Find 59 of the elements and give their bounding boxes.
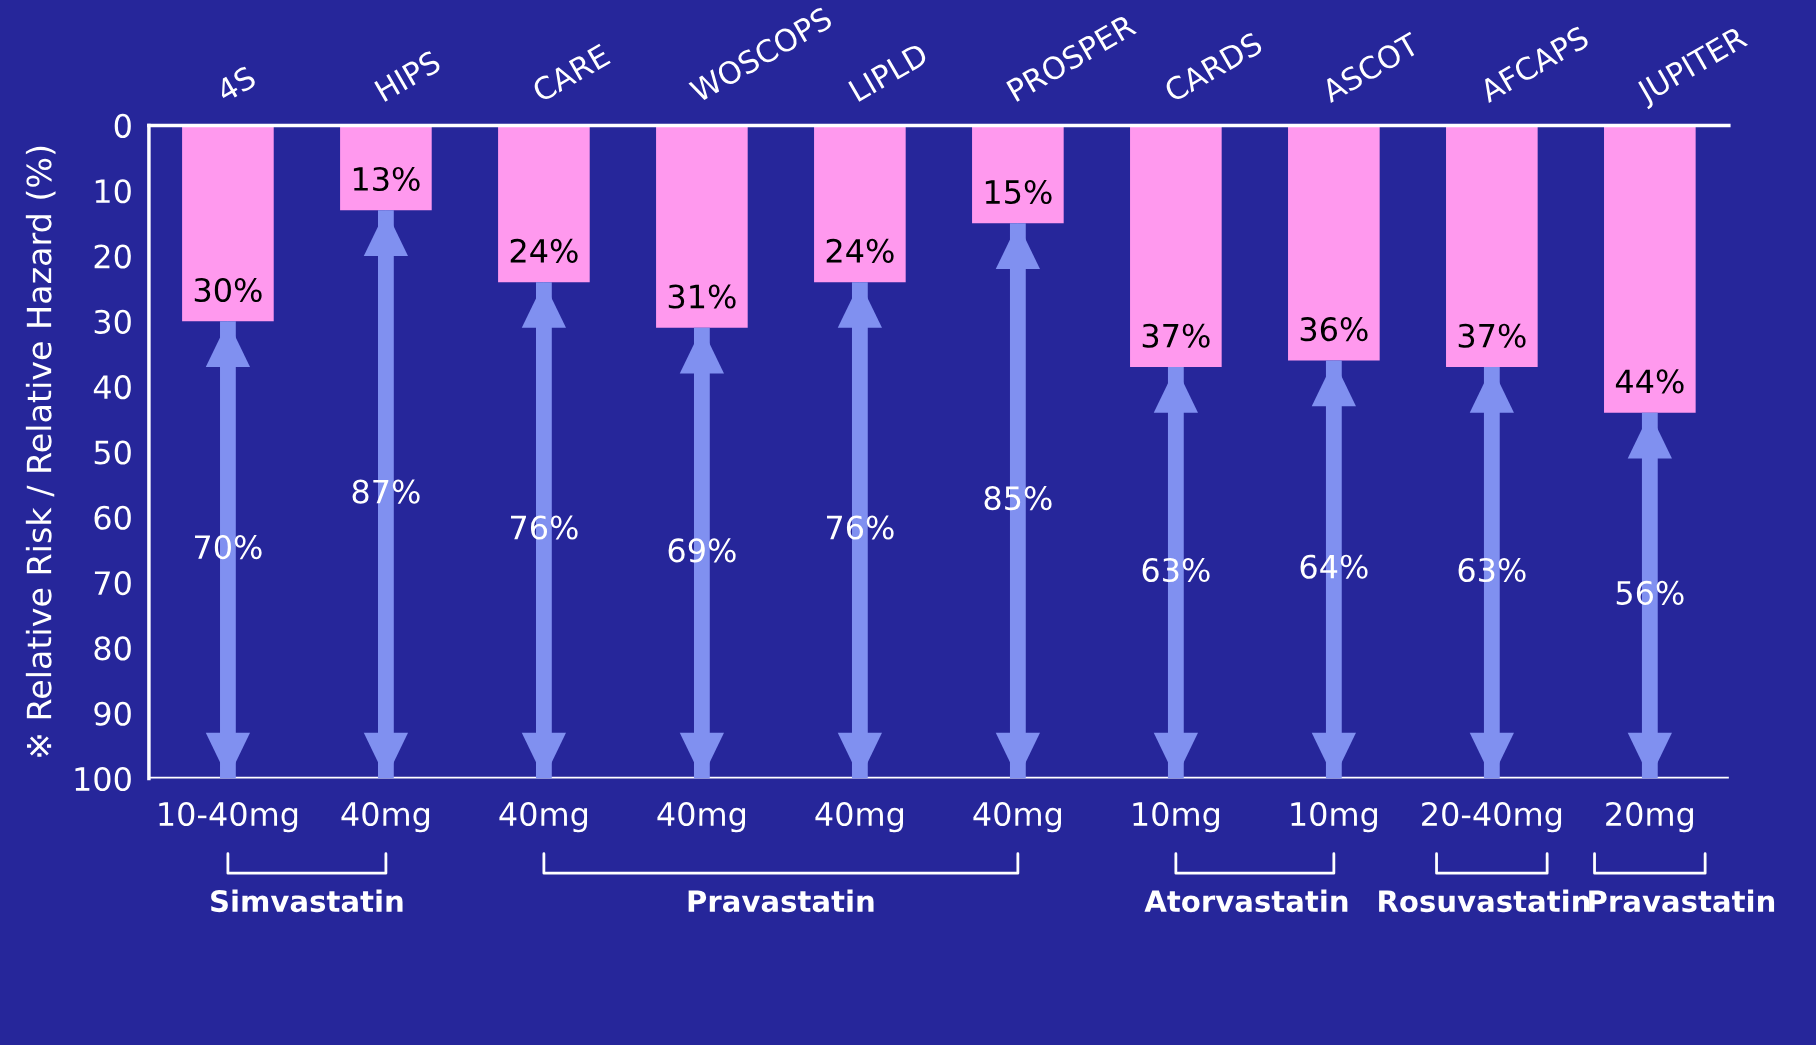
y-tick-label: 40 [93,375,131,400]
data-label: 36% [1300,317,1368,342]
y-tick-label: 20 [94,244,131,269]
text: 10mg [1133,801,1219,833]
text: 40mg [341,801,430,833]
y-tick-label: 50 [94,440,131,465]
data-label: 85% [984,486,1052,511]
y-tick-label: 90 [94,701,131,726]
text: Simvastatin [211,889,403,913]
y-axis-title: ※ Relative Risk / Relative Hazard (%) [25,146,56,757]
bar [1130,125,1222,368]
text: 40mg [657,801,745,833]
text: 40mg [499,801,588,833]
y-tick-label: 30 [94,309,131,334]
bar [1288,125,1380,361]
bar [498,125,590,283]
text: 10mg [1291,801,1377,833]
text: 20mg [1606,801,1693,833]
y-tick-label: 0 [114,113,131,138]
data-label: 63% [1458,557,1526,583]
data-label: 30% [194,277,262,303]
text: 20-40mg [1422,801,1562,833]
y-tick-label: 80 [94,636,131,661]
bar [656,125,748,328]
data-label: 76% [827,515,894,540]
data-label: 15% [985,179,1052,205]
text: Pravastatin [688,889,874,913]
text: 40mg [815,801,903,833]
data-label: 87% [352,479,420,504]
bar [182,125,274,322]
data-label: 44% [1615,369,1684,394]
text: 10-40mg [159,801,298,833]
data-label: 24% [826,238,894,263]
data-label: 13% [353,166,420,192]
y-tick-label: 100 [75,766,131,792]
y-tick-label: 60 [94,505,131,530]
text: Atorvastatin [1144,889,1348,913]
y-tick-label: 10 [95,179,131,204]
data-label: 56% [1616,580,1684,605]
data-label: 69% [668,538,736,563]
data-label: 64% [1300,554,1368,579]
data-label: 31% [668,284,736,309]
bar [1446,125,1538,368]
text: Pravastatin [1589,889,1775,913]
x-tick-label: 4S [214,65,258,103]
bar [340,125,432,211]
text: 40mg [973,801,1061,833]
bar [1604,125,1696,413]
bar [972,125,1064,224]
data-label: 37% [1142,323,1210,348]
data-label: 70% [195,535,262,560]
x-tick-label: HIPS [373,49,442,103]
bar [814,125,906,283]
data-label: 76% [511,515,578,540]
data-label: 63% [1142,557,1210,583]
text: Rosuvastatin [1379,889,1590,913]
data-label: 24% [510,238,578,263]
data-label: 37% [1458,323,1526,348]
y-tick-label: 70 [94,571,131,596]
